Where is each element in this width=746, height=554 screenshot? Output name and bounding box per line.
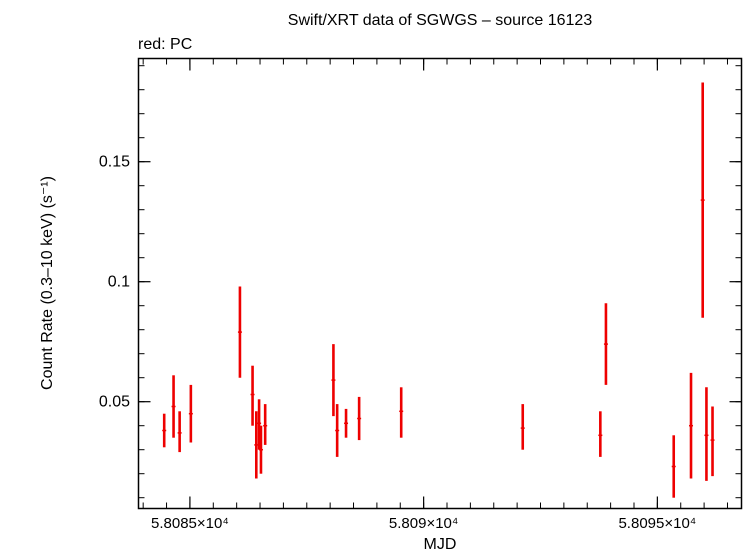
y-tick-label: 0.05 [99,394,130,411]
data-point [399,387,404,438]
plot-frame [137,57,743,510]
data-point [162,413,167,448]
data-point [520,404,525,450]
data-point [257,399,262,450]
data-point [704,387,709,481]
data-point [671,435,676,498]
data-point [603,303,608,385]
data-point [258,425,263,474]
data-point [689,372,694,479]
chart-title: Swift/XRT data of SGWGS – source 16123 [288,12,593,29]
x-tick-label: 5.809×10⁴ [389,515,458,532]
data-point [598,411,603,457]
data-point [263,404,268,445]
y-axis: 0.05 0.1 0.15 [99,65,742,499]
x-axis: 5.8085×10⁴ 5.809×10⁴ 5.8095×10⁴ [142,58,728,532]
y-axis-label: Count Rate (0.3–10 keV) (s⁻¹) [39,176,56,390]
x-axis-label: MJD [424,536,457,553]
data-point [250,365,255,426]
data-point [700,82,705,318]
data-point [710,406,715,477]
x-tick-label: 5.8095×10⁴ [618,515,696,532]
data-point [344,408,349,438]
x-tick-label: 5.8085×10⁴ [151,515,229,532]
data-point [254,411,259,479]
data-point [177,411,182,453]
data-point [357,396,362,441]
data-point [335,404,340,457]
data-point [171,375,176,438]
y-tick-label: 0.1 [108,274,130,291]
data-point [188,384,193,443]
data-point [331,344,336,417]
chart-subtitle: red: PC [138,36,192,53]
data-point [237,286,242,378]
y-tick-label: 0.15 [99,154,130,171]
data-layer [162,82,715,498]
